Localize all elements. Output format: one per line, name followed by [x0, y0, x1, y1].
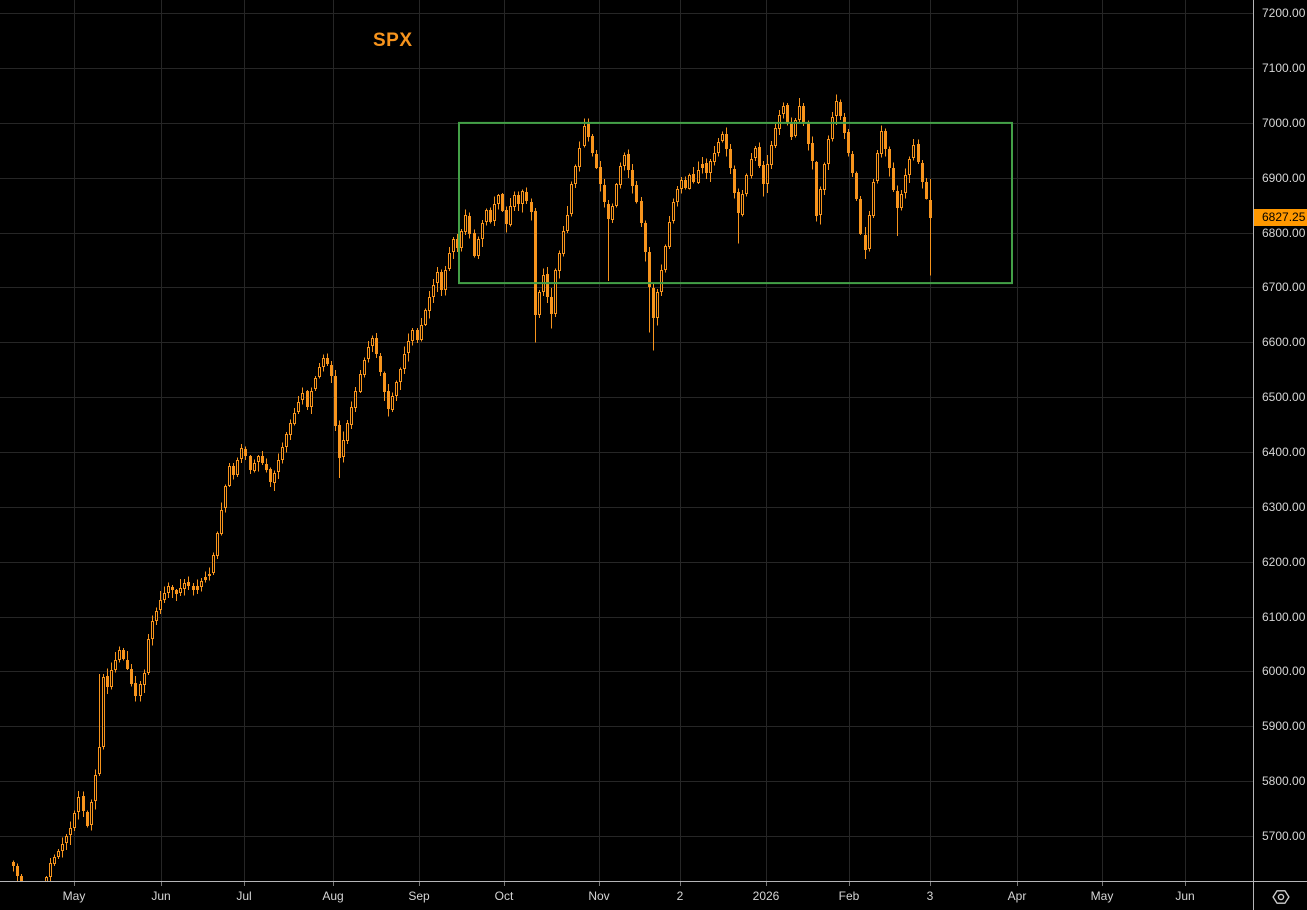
price-tick-label: 6700.00: [1262, 280, 1306, 294]
hexagon-eye-icon: [1272, 889, 1290, 904]
price-tick-label: 6100.00: [1262, 610, 1306, 624]
price-chart-canvas[interactable]: [0, 0, 1253, 881]
grid: [0, 0, 1253, 881]
time-tick-label: Nov: [588, 889, 610, 903]
time-tick-label: 3: [926, 889, 934, 903]
time-tick-mark: [930, 882, 931, 886]
time-tick-mark: [244, 882, 245, 886]
time-tick-mark: [766, 882, 767, 886]
time-tick-mark: [333, 882, 334, 886]
time-tick-label: Apr: [1007, 889, 1027, 903]
range-box-drawing[interactable]: [458, 121, 1013, 285]
last-price-label: 6827.25: [1254, 209, 1307, 226]
time-tick-label: May: [1090, 889, 1114, 903]
time-tick-label: Jun: [1175, 889, 1195, 903]
time-tick-mark: [504, 882, 505, 886]
time-tick-mark: [161, 882, 162, 886]
time-tick-mark: [1102, 882, 1103, 886]
time-tick-label: Oct: [494, 889, 514, 903]
time-tick-label: Jul: [236, 889, 252, 903]
symbol-text-label[interactable]: SPX: [373, 30, 413, 51]
price-tick-label: 6000.00: [1262, 664, 1306, 678]
time-tick-mark: [849, 882, 850, 886]
time-axis[interactable]: May Jun Jul Aug Sep Oct Nov 2 2026 Feb 3 Apr May Jun: [0, 881, 1253, 910]
time-tick-label: 2026: [752, 889, 780, 903]
time-tick-mark: [419, 882, 420, 886]
time-tick-mark: [599, 882, 600, 886]
price-tick-label: 5900.00: [1262, 719, 1306, 733]
time-tick-mark: [1017, 882, 1018, 886]
time-tick-label: 2: [676, 889, 684, 903]
price-tick-label: 5800.00: [1262, 774, 1306, 788]
candlestick-series: [12, 94, 932, 881]
price-axis[interactable]: 6827.25 7200.00 7100.00 7000.00 6900.00 6800…: [1253, 0, 1307, 881]
price-tick-label: 6200.00: [1262, 555, 1306, 569]
price-tick-label: 6800.00: [1262, 226, 1306, 240]
price-tick-label: 6500.00: [1262, 390, 1306, 404]
time-tick-mark: [74, 882, 75, 886]
corner-button[interactable]: [1253, 881, 1307, 910]
time-tick-label: Jun: [151, 889, 171, 903]
time-tick-mark: [680, 882, 681, 886]
time-tick-label: May: [62, 889, 86, 903]
time-tick-label: Feb: [838, 889, 860, 903]
time-tick-label: Aug: [322, 889, 344, 903]
price-tick-label: 6900.00: [1262, 171, 1306, 185]
time-tick-mark: [1185, 882, 1186, 886]
price-tick-label: 6600.00: [1262, 335, 1306, 349]
time-tick-label: Sep: [408, 889, 430, 903]
price-tick-label: 7000.00: [1262, 116, 1306, 130]
price-tick-label: 6400.00: [1262, 445, 1306, 459]
price-tick-label: 7100.00: [1262, 61, 1306, 75]
price-tick-label: 7200.00: [1262, 6, 1306, 20]
price-tick-label: 6300.00: [1262, 500, 1306, 514]
price-tick-label: 5700.00: [1262, 829, 1306, 843]
